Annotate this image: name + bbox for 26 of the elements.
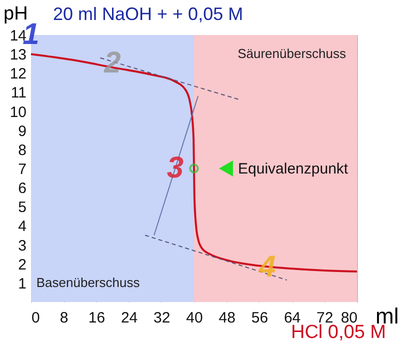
y-axis-title: pH xyxy=(4,4,28,24)
y-tick-label: 8 xyxy=(18,142,26,159)
y-tick-label: 13 xyxy=(10,46,26,64)
x-tick-label: 8 xyxy=(60,310,68,326)
y-tick-label: 9 xyxy=(18,122,26,140)
x-tick-label: 48 xyxy=(218,310,236,326)
x-tick-label: 24 xyxy=(120,310,138,326)
band-label: Basenüberschuss xyxy=(36,274,140,290)
x-tick-label: 0 xyxy=(32,310,40,326)
y-tick-label: 4 xyxy=(18,218,26,236)
x-tick-label: 32 xyxy=(154,310,170,326)
y-tick-label: 10 xyxy=(10,104,26,121)
x-tick-label: 40 xyxy=(186,310,203,326)
y-tick-label: 12 xyxy=(10,66,26,83)
y-tick-label: 6 xyxy=(18,180,26,198)
annotation: Equivalenzpunkt xyxy=(238,160,349,178)
y-tick-label: 1 xyxy=(18,275,26,292)
band-label: Säurenüberschuss xyxy=(238,46,346,62)
chart-title: 20 ml NaOH + + 0,05 M xyxy=(53,4,244,24)
x-tick-label: 16 xyxy=(88,310,106,326)
y-tick-label: 11 xyxy=(10,84,26,102)
y-tick-label: 5 xyxy=(18,199,26,216)
y-tick-label: 7 xyxy=(18,161,26,178)
y-tick-label: 2 xyxy=(18,256,26,274)
x-tick-label: 56 xyxy=(251,310,268,326)
y-tick-label: 3 xyxy=(18,237,26,254)
